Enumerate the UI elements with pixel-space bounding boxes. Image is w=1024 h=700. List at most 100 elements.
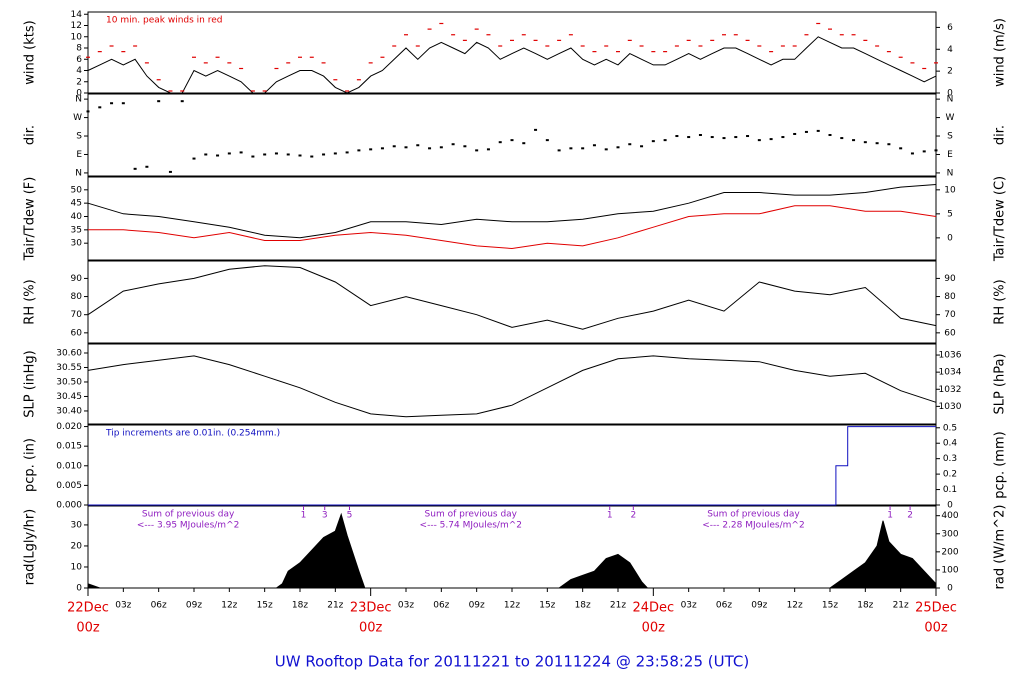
direction-point <box>274 152 278 155</box>
direction-point <box>887 143 891 146</box>
direction-point <box>310 155 314 158</box>
y2-tick-label: 0.2 <box>943 470 957 480</box>
y-axis-label: Tair/Tdew (F) <box>23 177 38 262</box>
direction-point <box>922 150 926 153</box>
direction-point <box>710 136 714 139</box>
direction-point <box>145 165 149 168</box>
sum-label: Sum of previous day <box>707 510 800 520</box>
direction-point <box>110 102 114 105</box>
direction-point <box>486 148 490 151</box>
note: 10 min. peak winds in red <box>106 16 223 26</box>
x-tick-label: 03z <box>115 601 131 611</box>
x-tick-label: 09z <box>751 601 767 611</box>
panel-frame <box>87 93 937 177</box>
y2-tick-label: 0 <box>947 89 953 99</box>
direction-point <box>687 136 691 139</box>
y-tick-label: 50 <box>71 185 83 195</box>
direction-point <box>121 102 125 105</box>
marker-label: 2 <box>630 511 636 521</box>
y2-tick-label: 300 <box>941 529 958 539</box>
sum-value: <--- 2.28 MJoules/m^2 <box>702 521 804 531</box>
direction-point <box>216 154 220 157</box>
x-tick-label: 06z <box>716 601 732 611</box>
x-tick-label: 06z <box>433 601 449 611</box>
y2-axis-label: Tair/Tdew (C) <box>993 176 1008 262</box>
series-line <box>87 265 937 330</box>
y-tick-label: 6 <box>76 55 82 65</box>
direction-point <box>227 152 231 155</box>
direction-point <box>604 148 608 151</box>
marker-label: 1 <box>887 511 893 521</box>
y-tick-label: 30 <box>71 520 83 530</box>
x-tick-label: 12z <box>504 601 520 611</box>
date-label: 25Dec <box>915 601 957 616</box>
direction-point <box>510 139 514 142</box>
direction-point <box>333 152 337 155</box>
y2-tick-label: 60 <box>944 328 956 338</box>
x-tick-label: 18z <box>857 601 873 611</box>
y-tick-label: W <box>73 113 82 123</box>
y2-tick-label: 1030 <box>939 402 962 412</box>
direction-point <box>899 147 903 150</box>
direction-point <box>910 152 914 155</box>
direction-point <box>439 146 443 149</box>
sum-label: Sum of previous day <box>425 510 518 520</box>
direction-point <box>369 148 373 151</box>
y2-axis-label: SLP (hPa) <box>993 353 1008 414</box>
y2-tick-label: E <box>947 150 953 160</box>
direction-point <box>804 130 808 133</box>
x-tick-label: 15z <box>257 601 273 611</box>
y-tick-label: 20 <box>71 541 83 551</box>
y2-tick-label: 6 <box>947 23 953 33</box>
x-tick-label: 15z <box>822 601 838 611</box>
direction-point <box>875 142 879 145</box>
direction-point <box>180 100 184 103</box>
y-tick-label: 8 <box>76 44 82 54</box>
direction-point <box>628 143 632 146</box>
direction-point <box>828 134 832 136</box>
direction-point <box>840 137 844 140</box>
y-tick-label: 14 <box>71 10 83 20</box>
y-tick-label: 12 <box>71 21 82 31</box>
x-tick-label: 06z <box>151 601 167 611</box>
y-axis-label: dir. <box>23 125 38 145</box>
y2-tick-label: W <box>946 113 955 123</box>
y2-axis-label: pcp. (mm) <box>993 431 1008 498</box>
y-tick-label: E <box>76 150 82 160</box>
y-tick-label: 30.55 <box>56 363 82 373</box>
y-tick-label: 0.015 <box>56 442 82 452</box>
direction-point <box>380 147 384 150</box>
y2-tick-label: 1036 <box>939 351 962 361</box>
x-tick-label: 09z <box>469 601 485 611</box>
direction-point <box>522 142 526 145</box>
y-tick-label: 35 <box>71 225 82 235</box>
x-tick-label: 21z <box>893 601 909 611</box>
y2-tick-label: 400 <box>941 511 958 521</box>
direction-point <box>498 141 502 144</box>
series-line <box>87 184 937 239</box>
direction-point <box>934 149 938 152</box>
direction-point <box>392 145 396 148</box>
direction-point <box>204 153 208 156</box>
direction-point <box>651 140 655 143</box>
y-tick-label: 0.010 <box>56 461 82 471</box>
direction-point <box>722 137 726 140</box>
marker-label: 5 <box>347 511 353 521</box>
series-line <box>87 355 937 418</box>
y2-tick-label: 5 <box>947 209 953 219</box>
y2-tick-label: 4 <box>947 45 953 55</box>
panel-frame <box>87 260 937 344</box>
direction-point <box>698 134 702 136</box>
marker-label: 1 <box>301 511 307 521</box>
y-tick-label: 70 <box>71 310 83 320</box>
x-tick-label: 12z <box>787 601 803 611</box>
y-tick-label: 0.000 <box>56 501 82 511</box>
x-tick-label: 12z <box>221 601 237 611</box>
y-tick-label: 4 <box>76 66 82 76</box>
x-tick-label: 00z <box>924 621 948 636</box>
direction-point <box>98 106 102 109</box>
y2-tick-label: 0 <box>947 233 953 243</box>
direction-point <box>463 145 467 148</box>
y2-tick-label: 0.3 <box>943 454 957 464</box>
direction-point <box>286 153 290 156</box>
